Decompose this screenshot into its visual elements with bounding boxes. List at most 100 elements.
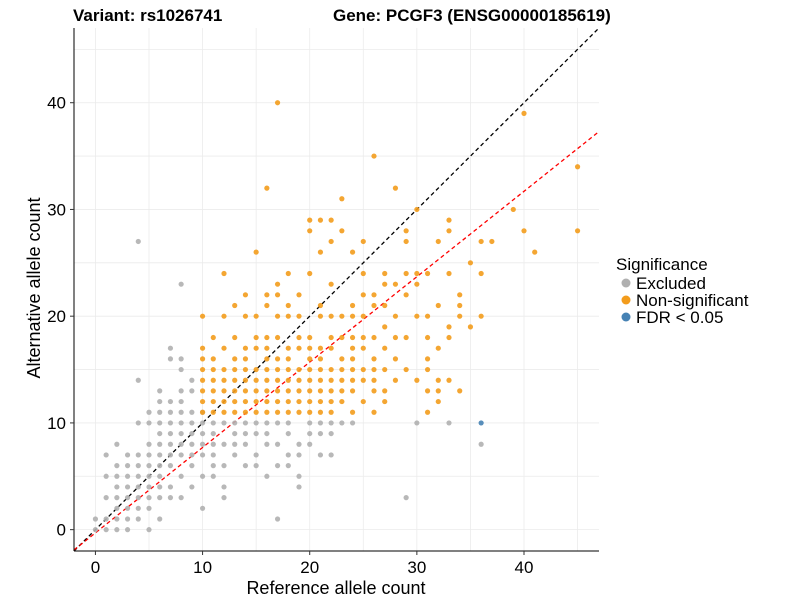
point-excluded: [114, 495, 120, 501]
point-non-significant: [242, 366, 249, 373]
point-excluded: [242, 441, 249, 447]
point-non-significant: [253, 366, 259, 373]
point-excluded: [157, 388, 163, 394]
x-tick-label: 40: [515, 558, 534, 577]
point-non-significant: [339, 313, 345, 319]
point-excluded: [124, 516, 131, 522]
point-excluded: [446, 420, 452, 426]
point-excluded: [157, 473, 163, 479]
point-excluded: [157, 516, 163, 522]
title-gene: Gene: PCGF3 (ENSG00000185619): [333, 6, 611, 25]
point-non-significant: [382, 302, 388, 309]
point-non-significant: [232, 302, 238, 309]
point-non-significant: [264, 377, 270, 383]
point-excluded: [307, 441, 313, 447]
point-non-significant: [242, 388, 249, 394]
point-non-significant: [210, 334, 216, 341]
point-excluded: [157, 409, 163, 415]
point-non-significant: [392, 281, 399, 287]
point-excluded: [189, 441, 195, 447]
point-non-significant: [328, 238, 334, 245]
point-excluded: [146, 505, 152, 511]
point-non-significant: [521, 110, 527, 116]
point-non-significant: [274, 334, 281, 341]
point-excluded: [157, 484, 163, 490]
point-excluded: [157, 441, 163, 447]
point-excluded: [146, 420, 152, 426]
point-non-significant: [382, 398, 388, 405]
point-non-significant: [307, 409, 313, 415]
point-excluded: [296, 452, 302, 458]
legend-item-excluded: Excluded: [621, 274, 706, 293]
point-non-significant: [532, 249, 538, 255]
point-non-significant: [317, 388, 324, 394]
point-non-significant: [307, 388, 313, 394]
point-non-significant: [382, 270, 388, 277]
point-non-significant: [264, 356, 270, 362]
point-non-significant: [328, 388, 334, 394]
point-non-significant: [339, 366, 345, 373]
point-non-significant: [264, 398, 270, 405]
x-tick-label: 30: [407, 558, 426, 577]
point-non-significant: [424, 388, 431, 394]
legend-label-excluded: Excluded: [636, 274, 706, 293]
point-non-significant: [360, 345, 366, 351]
point-excluded: [328, 430, 334, 437]
point-non-significant: [317, 398, 324, 405]
point-non-significant: [285, 302, 291, 309]
point-non-significant: [457, 302, 463, 309]
point-non-significant: [382, 366, 388, 373]
point-excluded: [135, 516, 141, 522]
point-excluded: [178, 398, 184, 405]
point-excluded: [253, 452, 259, 458]
point-excluded: [135, 484, 141, 490]
point-excluded: [114, 527, 120, 533]
reference-lines: [73, 27, 600, 552]
point-non-significant: [574, 228, 581, 234]
point-excluded: [124, 495, 131, 501]
point-excluded: [232, 452, 238, 458]
point-excluded: [285, 420, 291, 426]
point-excluded: [135, 238, 141, 245]
point-non-significant: [264, 292, 270, 298]
point-excluded: [178, 409, 184, 415]
point-non-significant: [349, 345, 356, 351]
legend-item-fdr: FDR < 0.05: [621, 308, 723, 327]
point-non-significant: [242, 377, 249, 383]
point-excluded: [210, 430, 216, 437]
point-non-significant: [296, 334, 302, 341]
point-non-significant: [446, 228, 452, 234]
point-excluded: [232, 420, 238, 426]
point-excluded: [114, 516, 120, 522]
point-excluded: [124, 505, 131, 511]
point-excluded: [124, 484, 131, 490]
point-excluded: [232, 441, 238, 447]
point-non-significant: [232, 334, 238, 341]
point-non-significant: [457, 388, 463, 394]
point-non-significant: [424, 366, 431, 373]
point-non-significant: [317, 249, 324, 255]
y-tick-label: 10: [47, 414, 66, 433]
point-excluded: [199, 441, 206, 447]
point-non-significant: [510, 206, 516, 213]
point-excluded: [328, 452, 334, 458]
point-non-significant: [210, 377, 216, 383]
point-non-significant: [360, 398, 366, 405]
point-non-significant: [349, 334, 356, 341]
point-non-significant: [457, 313, 463, 319]
point-non-significant: [371, 356, 377, 362]
point-non-significant: [360, 377, 366, 383]
point-excluded: [317, 430, 324, 437]
point-non-significant: [349, 302, 356, 309]
point-excluded: [124, 473, 131, 479]
point-excluded: [157, 452, 163, 458]
point-excluded: [189, 430, 195, 437]
point-non-significant: [307, 377, 313, 383]
point-excluded: [114, 473, 120, 479]
point-non-significant: [349, 409, 356, 415]
y-tick-label: 20: [47, 307, 66, 326]
point-non-significant: [424, 313, 431, 319]
point-non-significant: [414, 377, 420, 383]
point-non-significant: [264, 334, 270, 341]
point-non-significant: [328, 313, 334, 319]
